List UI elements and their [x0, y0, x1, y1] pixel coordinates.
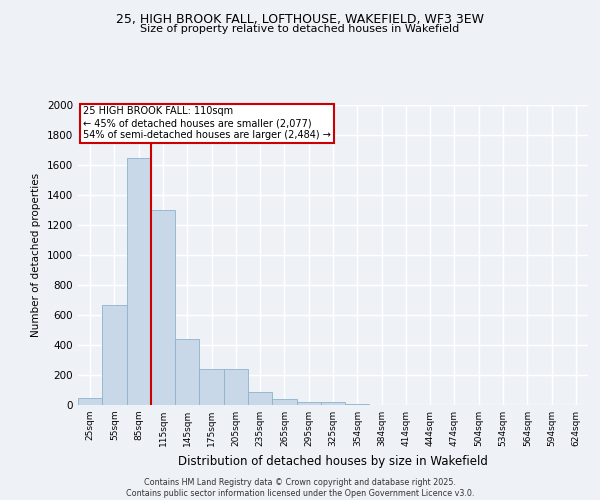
Bar — [272, 399, 296, 405]
Bar — [296, 402, 321, 405]
X-axis label: Distribution of detached houses by size in Wakefield: Distribution of detached houses by size … — [178, 454, 488, 468]
Text: 25 HIGH BROOK FALL: 110sqm
← 45% of detached houses are smaller (2,077)
54% of s: 25 HIGH BROOK FALL: 110sqm ← 45% of deta… — [83, 106, 331, 140]
Bar — [102, 304, 127, 405]
Bar — [151, 210, 175, 405]
Y-axis label: Number of detached properties: Number of detached properties — [31, 173, 41, 337]
Bar — [199, 369, 224, 405]
Bar — [175, 339, 199, 405]
Bar — [224, 369, 248, 405]
Bar — [248, 392, 272, 405]
Bar — [345, 404, 370, 405]
Bar — [78, 398, 102, 405]
Text: Size of property relative to detached houses in Wakefield: Size of property relative to detached ho… — [140, 24, 460, 34]
Bar — [321, 402, 345, 405]
Text: 25, HIGH BROOK FALL, LOFTHOUSE, WAKEFIELD, WF3 3EW: 25, HIGH BROOK FALL, LOFTHOUSE, WAKEFIEL… — [116, 12, 484, 26]
Bar — [127, 158, 151, 405]
Text: Contains HM Land Registry data © Crown copyright and database right 2025.
Contai: Contains HM Land Registry data © Crown c… — [126, 478, 474, 498]
